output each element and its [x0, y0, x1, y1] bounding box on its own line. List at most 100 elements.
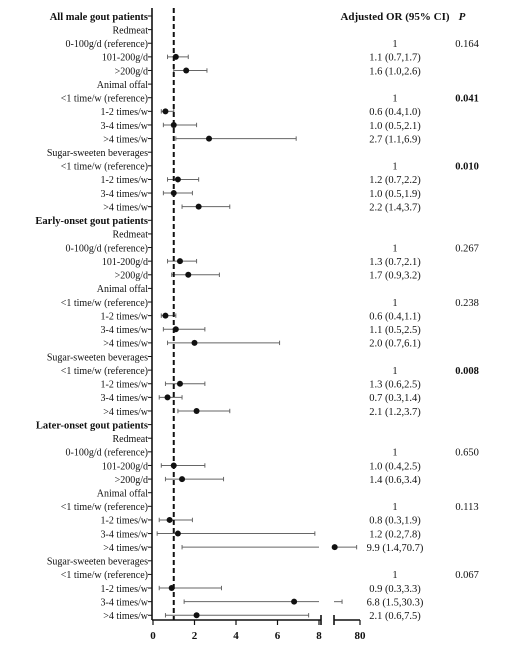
row-label: <1 time/w (reference): [61, 366, 148, 377]
or-ci-value: 0.6 (0.4,1.0): [369, 107, 421, 118]
or-ci-value: 1.0 (0.5,1.9): [369, 189, 421, 200]
row-label: 0-100g/d (reference): [66, 39, 148, 50]
row-label: 1-2 times/w: [101, 380, 149, 391]
x-axis: 0 2 4 6 8 80: [150, 8, 366, 642]
x-tick-label: 4: [233, 630, 239, 642]
row-label: 1-2 times/w: [101, 516, 149, 527]
or-point: [176, 380, 183, 387]
or-ci-value: 2.1 (0.6,7.5): [369, 611, 421, 622]
row-label: 1-2 times/w: [101, 311, 149, 322]
row-label: 1-2 times/w: [101, 584, 149, 595]
row-label: 3-4 times/w: [101, 189, 149, 200]
or-ci-value: 9.9 (1.4,70.7): [367, 543, 424, 554]
group-heading: All male gout patients: [50, 12, 148, 23]
or-ci-value: 1.3 (0.6,2.5): [369, 380, 421, 391]
or-ci-value: 1: [392, 570, 397, 581]
or-point: [183, 67, 190, 74]
p-value: 0.113: [455, 502, 478, 513]
p-value: 0.650: [455, 448, 479, 459]
group-heading: Later-onset gout patients: [36, 420, 148, 431]
row-label: 3-4 times/w: [101, 529, 149, 540]
or-ci-value: 1.0 (0.4,2.5): [369, 461, 421, 472]
or-point: [331, 544, 338, 551]
row-label: 3-4 times/w: [101, 597, 149, 608]
or-column-header: Adjusted OR (95% CI): [340, 11, 449, 23]
or-ci-value: 6.8 (1.5,30.3): [367, 597, 424, 608]
or-point: [191, 339, 198, 346]
x-tick-label: 80: [355, 630, 367, 642]
or-ci-value: 0.7 (0.3,1.4): [369, 393, 421, 404]
p-value: 0.238: [455, 298, 479, 309]
category-label: Animal offal: [97, 80, 148, 91]
row-label: >200g/d: [115, 271, 148, 282]
or-ci-value: 0.9 (0.3,3.3): [369, 584, 421, 595]
or-ci-value: 1.3 (0.7,2.1): [369, 257, 421, 268]
p-column-header: P: [459, 11, 466, 23]
row-label: >4 times/w: [103, 339, 149, 350]
or-ci-value: 1.4 (0.6,3.4): [369, 475, 421, 486]
or-ci-value: 1: [392, 448, 397, 459]
row-layer: All male gout patients Redmeat 0-100g/d (r…: [35, 12, 479, 622]
group-heading: Early-onset gout patients: [35, 216, 148, 227]
row-label: <1 time/w (reference): [61, 570, 148, 581]
row-label: 101-200g/d: [102, 257, 148, 268]
or-ci-value: 1: [392, 162, 397, 173]
or-ci-value: 1: [392, 94, 397, 105]
category-label: Redmeat: [112, 25, 148, 36]
or-ci-value: 1: [392, 39, 397, 50]
row-label: 0-100g/d (reference): [66, 448, 148, 459]
row-label: >4 times/w: [103, 543, 149, 554]
or-ci-value: 1.7 (0.9,3.2): [369, 271, 421, 282]
or-point: [176, 258, 183, 265]
x-tick-label: 8: [316, 630, 322, 642]
x-tick-label: 0: [150, 630, 156, 642]
or-ci-value: 2.2 (1.4,3.7): [369, 202, 421, 213]
category-label: Redmeat: [112, 230, 148, 241]
row-label: <1 time/w (reference): [61, 298, 148, 309]
row-label: >4 times/w: [103, 407, 149, 418]
category-label: Redmeat: [112, 434, 148, 445]
or-point: [179, 476, 186, 483]
category-label: Sugar-sweeten beverages: [47, 148, 148, 159]
category-label: Animal offal: [97, 489, 148, 500]
or-ci-value: 1.1 (0.5,2.5): [369, 325, 421, 336]
or-point: [166, 516, 173, 523]
or-ci-value: 1.2 (0.7,2.2): [369, 175, 421, 186]
or-point: [195, 203, 202, 210]
row-label: 101-200g/d: [102, 461, 148, 472]
or-ci-value: 0.6 (0.4,1.1): [369, 311, 421, 322]
row-label: 1-2 times/w: [101, 175, 149, 186]
or-point: [193, 407, 200, 414]
row-label: 0-100g/d (reference): [66, 243, 148, 254]
or-point: [174, 176, 181, 183]
row-label: 101-200g/d: [102, 53, 148, 64]
or-ci-value: 1.2 (0.2,7.8): [369, 529, 421, 540]
or-point: [162, 108, 169, 115]
row-label: 3-4 times/w: [101, 393, 149, 404]
or-ci-value: 1: [392, 243, 397, 254]
category-label: Sugar-sweeten beverages: [47, 557, 148, 568]
p-value: 0.267: [455, 243, 479, 254]
row-label: >4 times/w: [103, 202, 149, 213]
row-label: 3-4 times/w: [101, 325, 149, 336]
p-value: 0.164: [455, 39, 479, 50]
or-ci-value: 1.6 (1.0,2.6): [369, 66, 421, 77]
x-tick-label: 6: [275, 630, 281, 642]
or-ci-value: 0.8 (0.3,1.9): [369, 516, 421, 527]
row-label: <1 time/w (reference): [61, 502, 148, 513]
x-tick-label: 2: [192, 630, 198, 642]
or-ci-value: 1.1 (0.7,1.7): [369, 53, 421, 64]
or-ci-value: 2.0 (0.7,6.1): [369, 339, 421, 350]
or-point: [206, 135, 213, 142]
or-point: [162, 312, 169, 319]
or-point: [193, 612, 200, 619]
p-value: 0.041: [455, 94, 479, 105]
or-ci-value: 1: [392, 298, 397, 309]
p-value: 0.067: [455, 570, 479, 581]
row-label: >200g/d: [115, 475, 148, 486]
category-label: Sugar-sweeten beverages: [47, 352, 148, 363]
or-point: [164, 394, 171, 401]
or-ci-value: 1: [392, 502, 397, 513]
or-ci-value: 1: [392, 366, 397, 377]
